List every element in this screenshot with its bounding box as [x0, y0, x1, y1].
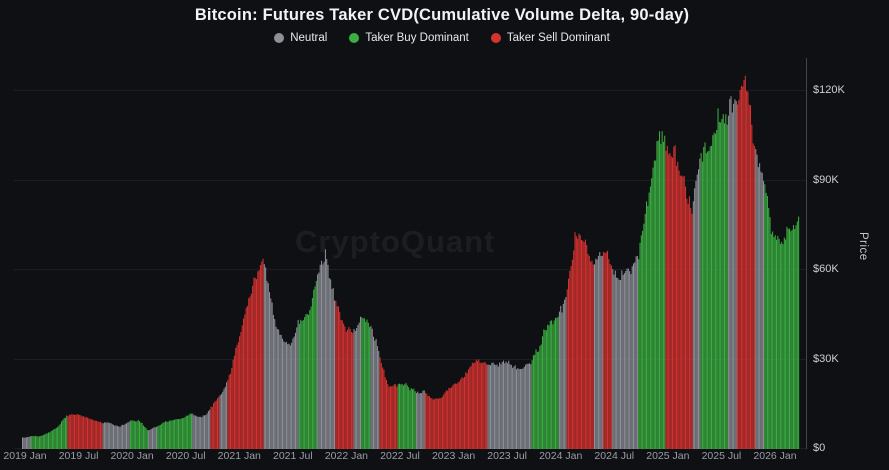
x-tick-label: 2022 Jul: [380, 450, 420, 462]
x-tick-label: 2019 Jul: [58, 450, 99, 462]
x-tick-label: 2024 Jan: [539, 450, 583, 462]
legend-item-taker-buy[interactable]: Taker Buy Dominant: [349, 32, 469, 44]
x-tick-label: 2021 Jul: [272, 450, 313, 462]
y-tick-label: $30K: [813, 352, 839, 365]
x-tick-label: 2023 Jan: [431, 450, 476, 462]
page-title: Bitcoin: Futures Taker CVD(Cumulative Vo…: [194, 6, 690, 24]
y-tick-label: $120K: [813, 84, 845, 96]
legend-label-taker-buy: Taker Buy Dominant: [365, 32, 469, 44]
y-tick-label: $60K: [813, 263, 839, 275]
legend-label-neutral: Neutral: [290, 32, 328, 44]
legend-item-taker-sell[interactable]: Taker Sell Dominant: [490, 32, 610, 44]
y-tick-label: $90K: [813, 173, 839, 186]
x-tick-label: 2024 Jul: [594, 450, 635, 462]
y-tick-label: $0: [813, 442, 826, 454]
legend: Neutral Taker Buy Dominant Taker Sell Do…: [0, 29, 884, 47]
taker-sell-dot-icon: [490, 33, 501, 43]
x-tick-label: 2025 Jan: [646, 450, 690, 462]
legend-item-neutral[interactable]: Neutral: [274, 32, 327, 44]
taker-buy-dot-icon: [349, 33, 360, 43]
x-tick-label: 2020 Jan: [110, 450, 154, 462]
x-tick-label: 2020 Jul: [165, 450, 206, 462]
x-tick-label: 2019 Jan: [3, 450, 47, 462]
neutral-dot-icon: [274, 33, 285, 43]
x-tick-label: 2022 Jan: [324, 450, 369, 462]
x-tick-label: 2023 Jul: [487, 450, 527, 462]
legend-label-taker-sell: Taker Sell Dominant: [506, 32, 610, 44]
y-axis-title: Price: [857, 232, 869, 261]
x-tick-label: 2026 Jan: [753, 450, 797, 462]
x-tick-label: 2025 Jul: [701, 450, 742, 462]
x-tick-label: 2021 Jan: [217, 450, 261, 462]
